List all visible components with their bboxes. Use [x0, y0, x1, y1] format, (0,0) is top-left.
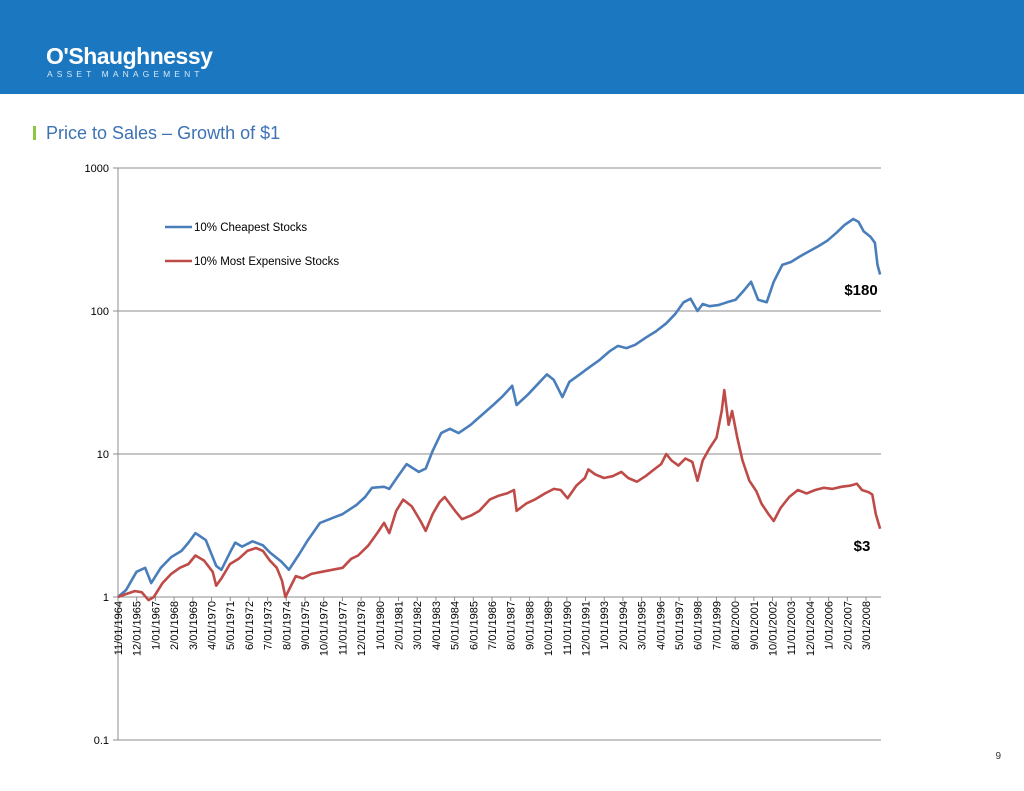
chart-legend: 10% Cheapest Stocks 10% Most Expensive St…: [165, 222, 339, 268]
y-tick-label: 10: [97, 449, 109, 461]
x-tick-label: 8/01/1987: [506, 601, 518, 650]
header-bar: O'Shaughnessy ASSET MANAGEMENT: [0, 0, 1024, 94]
x-tick-label: 4/01/1970: [207, 601, 219, 650]
x-tick-label: 12/01/1978: [356, 601, 368, 656]
x-axis-ticks: 11/01/1964 12/01/1965 1/01/1967 2/01/1968 3/…: [113, 601, 873, 656]
y-tick-label: 0.1: [94, 735, 109, 747]
x-tick-label: 3/01/1982: [412, 601, 424, 650]
x-tick-label: 2/01/1981: [394, 601, 406, 650]
x-tick-label: 5/01/1984: [450, 601, 462, 650]
company-logo: O'Shaughnessy: [46, 43, 213, 69]
x-tick-label: 8/01/2000: [730, 601, 742, 650]
x-tick-label: 3/01/1969: [188, 601, 200, 650]
x-tick-label: 6/01/1998: [693, 601, 705, 650]
x-tick-label: 11/01/2003: [786, 601, 798, 655]
company-tagline: ASSET MANAGEMENT: [47, 69, 204, 79]
x-tick-label: 1/01/1993: [599, 601, 611, 650]
x-tick-label: 1/01/1980: [375, 601, 387, 650]
x-tick-label: 6/01/1985: [468, 601, 480, 650]
y-tick-label: 1: [103, 592, 109, 604]
x-tick-label: 7/01/1986: [487, 601, 499, 650]
x-tick-label: 10/01/1989: [543, 601, 555, 656]
x-tick-label: 2/01/2007: [842, 601, 854, 650]
x-tick-label: 12/01/1991: [581, 601, 593, 656]
slide-title: Price to Sales – Growth of $1: [46, 123, 281, 143]
x-tick-label: 11/01/1977: [337, 601, 349, 655]
x-tick-label: 3/01/2008: [861, 601, 873, 650]
y-axis-ticks: 1000 100 10 1 0.1: [85, 163, 109, 747]
x-tick-label: 10/01/1976: [319, 601, 331, 656]
legend-label: 10% Most Expensive Stocks: [194, 256, 339, 268]
x-tick-label: 5/01/1971: [225, 601, 237, 650]
x-tick-label: 11/01/1990: [562, 601, 574, 655]
legend-label: 10% Cheapest Stocks: [194, 222, 307, 234]
x-tick-label: 12/01/2004: [805, 601, 817, 656]
x-tick-label: 9/01/2001: [749, 601, 761, 650]
gridlines: [113, 167, 881, 741]
title-accent-bar: [33, 126, 36, 140]
y-tick-label: 100: [91, 306, 109, 318]
end-value-label: $180: [844, 282, 877, 299]
x-tick-label: 11/01/1964: [113, 601, 125, 655]
x-tick-label: 1/01/2006: [824, 601, 836, 650]
x-tick-label: 9/01/1988: [524, 601, 536, 650]
x-tick-label: 2/01/1968: [169, 601, 181, 650]
x-tick-label: 7/01/1999: [711, 601, 723, 650]
series-line-most-expensive: [117, 388, 882, 602]
x-tick-label: 6/01/1972: [244, 601, 256, 650]
page-number: 9: [995, 751, 1001, 762]
x-tick-label: 1/01/1967: [150, 601, 162, 650]
x-tick-label: 7/01/1973: [263, 601, 275, 650]
x-tick-label: 5/01/1997: [674, 601, 686, 650]
x-tick-label: 2/01/1994: [618, 601, 630, 650]
y-tick-label: 1000: [85, 163, 109, 175]
x-tick-label: 3/01/1995: [637, 601, 649, 650]
series-lines: [117, 217, 882, 602]
end-value-label: $3: [854, 538, 871, 555]
growth-line-chart: 1000 100 10 1 0.1 11/01/1964 12/01/1965 1/01/1…: [85, 163, 882, 747]
end-value-labels: $180 $3: [844, 282, 877, 555]
x-tick-label: 4/01/1996: [655, 601, 667, 650]
x-tick-label: 8/01/1974: [281, 601, 293, 650]
x-tick-label: 12/01/1965: [132, 601, 144, 656]
x-tick-label: 9/01/1975: [300, 601, 312, 650]
series-line-cheapest: [117, 217, 882, 598]
x-tick-label: 10/01/2002: [768, 601, 780, 656]
x-tick-label: 4/01/1983: [431, 601, 443, 650]
